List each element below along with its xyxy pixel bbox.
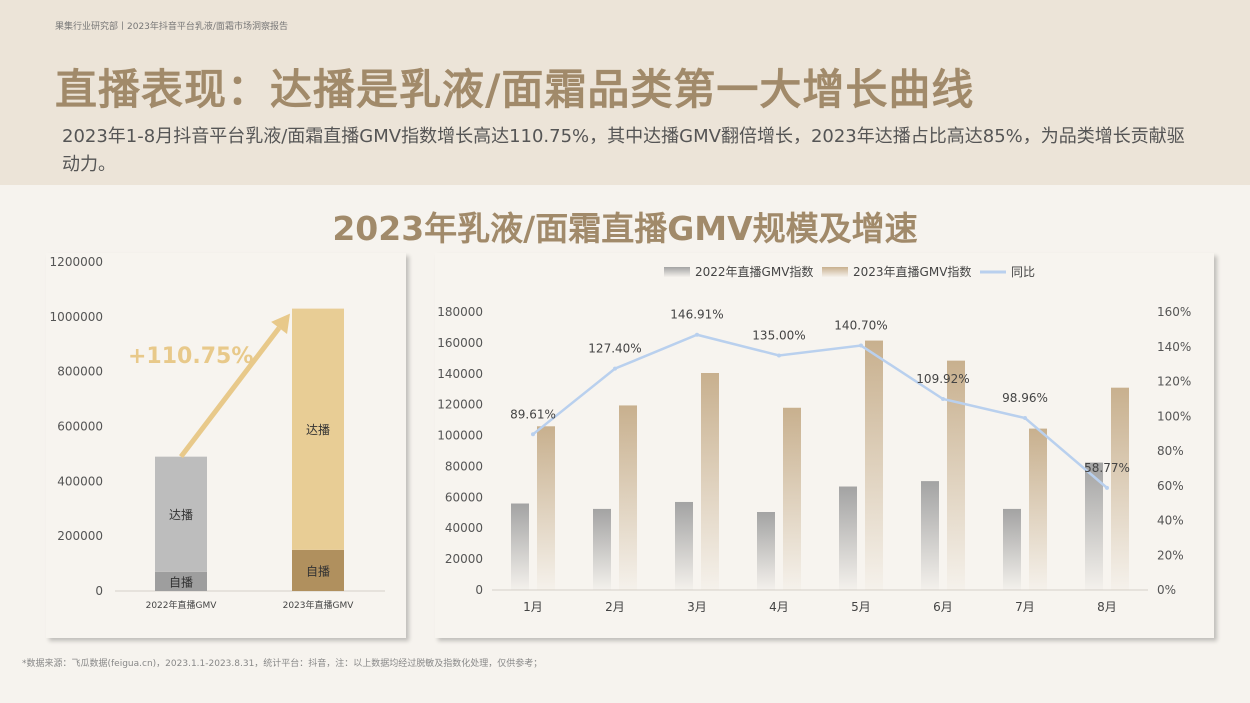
left-y-tick-label: 0 (95, 584, 103, 598)
monthly-bar (947, 360, 965, 590)
data-source-footnote: *数据来源：飞瓜数据(feigua.cn)，2023.1.1-2023.8.31… (22, 659, 543, 669)
yoy-data-label: 89.61% (510, 407, 556, 421)
right-y-tick-label: 20000 (445, 552, 483, 566)
growth-arrow-shaft (179, 326, 282, 459)
left-y-tick-label: 400000 (57, 474, 103, 488)
left-y-tick-label: 200000 (57, 529, 103, 543)
month-tick-label: 1月 (523, 600, 543, 614)
yoy-point (613, 366, 617, 371)
legend-swatch-2023 (822, 267, 848, 277)
left-x-tick-label: 2022年直播GMV (146, 599, 218, 611)
secondary-y-tick-label: 60% (1157, 479, 1184, 493)
stacked-segment-label: 达播 (306, 423, 330, 437)
yoy-data-label: 58.77% (1084, 461, 1130, 475)
right-y-tick-label: 140000 (437, 367, 483, 381)
secondary-y-tick-label: 40% (1157, 514, 1184, 528)
secondary-y-tick-label: 80% (1157, 444, 1184, 458)
right-y-tick-label: 80000 (445, 459, 483, 473)
left-y-tick-label: 1000000 (50, 310, 103, 324)
stacked-bar-segment (155, 456, 207, 572)
month-tick-label: 2月 (605, 600, 625, 614)
report-breadcrumb: 果集行业研究部丨2023年抖音平台乳液/面霜市场洞察报告 (55, 22, 288, 32)
monthly-bar (511, 503, 529, 590)
right-y-tick-label: 120000 (437, 398, 483, 412)
monthly-bar (1003, 508, 1021, 590)
yoy-data-label: 127.40% (588, 342, 641, 356)
monthly-bar (757, 512, 775, 590)
yoy-point (1105, 485, 1109, 490)
yoy-data-label: 98.96% (1002, 391, 1048, 405)
monthly-bar (839, 486, 857, 590)
yoy-point (859, 343, 863, 348)
monthly-bar (1029, 428, 1047, 590)
right-y-tick-label: 160000 (437, 336, 483, 350)
page-description: 2023年1-8月抖音平台乳液/面霜直播GMV指数增长高达110.75%，其中达… (62, 126, 1185, 175)
monthly-bar (701, 373, 719, 590)
yoy-line (532, 333, 1108, 489)
yoy-data-label: 109.92% (916, 372, 969, 386)
yoy-point (1023, 416, 1027, 421)
monthly-bar (1111, 387, 1129, 590)
right-y-tick-label: 0 (475, 583, 483, 597)
yoy-point (695, 332, 699, 337)
left-x-tick-label: 2023年直播GMV (283, 599, 355, 611)
chart-title: 2023年乳液/面霜直播GMV规模及增速 (332, 209, 918, 248)
month-tick-label: 4月 (769, 600, 789, 614)
stacked-segment-label: 自播 (306, 564, 330, 578)
month-tick-label: 3月 (687, 600, 707, 614)
monthly-bar (1085, 462, 1103, 590)
page-title: 直播表现：达播是乳液/面霜品类第一大增长曲线 (55, 65, 975, 114)
stacked-bar-panel (46, 253, 406, 638)
stacked-bar-segment (292, 308, 344, 550)
growth-rate-annotation: +110.75% (128, 344, 253, 369)
left-y-tick-label: 600000 (57, 420, 103, 434)
right-y-tick-label: 60000 (445, 490, 483, 504)
yoy-point (777, 353, 781, 358)
right-y-tick-label: 100000 (437, 429, 483, 443)
legend-label-yoy: 同比 (1011, 265, 1035, 279)
right-y-tick-label: 180000 (437, 305, 483, 319)
stacked-segment-label: 达播 (169, 508, 193, 522)
secondary-y-tick-label: 100% (1157, 409, 1191, 423)
secondary-y-tick-label: 140% (1157, 340, 1191, 354)
stacked-segment-label: 自播 (169, 575, 193, 589)
left-y-tick-label: 800000 (57, 365, 103, 379)
yoy-data-label: 146.91% (670, 308, 723, 322)
secondary-y-tick-label: 160% (1157, 305, 1191, 319)
legend-label-2023: 2023年直播GMV指数 (853, 264, 971, 279)
monthly-bar (619, 405, 637, 590)
legend-label-2022: 2022年直播GMV指数 (695, 264, 813, 279)
stacked-bar-segment (155, 571, 207, 591)
yoy-data-label: 135.00% (752, 328, 805, 342)
monthly-bar (593, 508, 611, 590)
monthly-combo-panel (435, 253, 1214, 638)
monthly-bar (783, 407, 801, 590)
monthly-bar (921, 481, 939, 590)
monthly-bar (537, 426, 555, 590)
yoy-point (531, 432, 535, 437)
growth-arrow-head (271, 313, 290, 334)
month-tick-label: 8月 (1097, 600, 1117, 614)
month-tick-label: 7月 (1015, 600, 1035, 614)
secondary-y-tick-label: 20% (1157, 548, 1184, 562)
header-band (0, 0, 1250, 185)
yoy-data-label: 140.70% (834, 319, 887, 333)
secondary-y-tick-label: 0% (1157, 583, 1176, 597)
monthly-bar (675, 501, 693, 590)
legend-swatch-2022 (664, 267, 690, 277)
secondary-y-tick-label: 120% (1157, 375, 1191, 389)
left-y-tick-label: 1200000 (50, 255, 103, 269)
month-tick-label: 6月 (933, 600, 953, 614)
monthly-bar (865, 340, 883, 590)
right-y-tick-label: 40000 (445, 521, 483, 535)
yoy-point (941, 397, 945, 402)
stacked-bar-segment (292, 549, 344, 591)
month-tick-label: 5月 (851, 600, 871, 614)
